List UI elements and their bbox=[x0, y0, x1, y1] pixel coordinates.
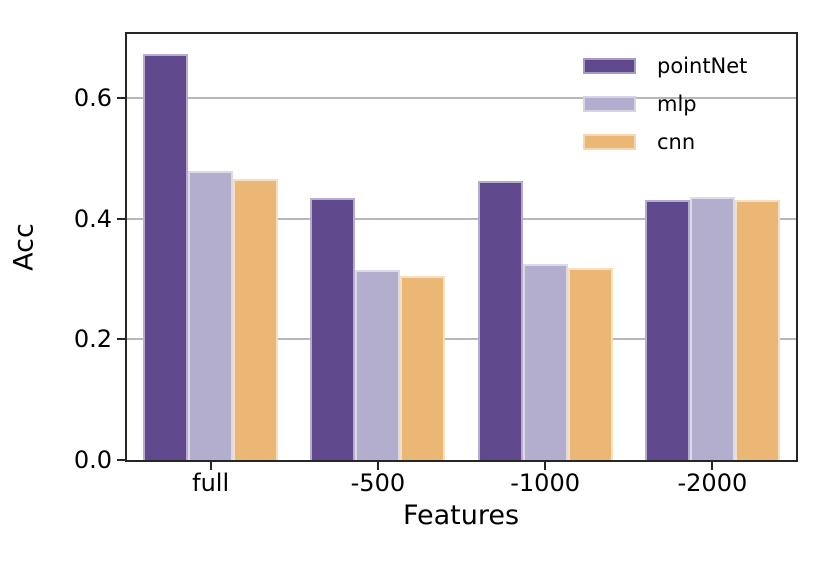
legend-swatch-cnn bbox=[583, 134, 636, 150]
x-tickmark bbox=[544, 462, 547, 470]
y-tick-label-0.2: 0.2 bbox=[73, 325, 112, 354]
legend-item-cnn: cnn bbox=[583, 123, 747, 161]
y-axis-label: Acc bbox=[8, 223, 40, 271]
y-tickmark bbox=[117, 97, 125, 100]
x-axis-label: Features bbox=[402, 500, 520, 531]
plot-area: pointNet mlp cnn bbox=[125, 32, 798, 462]
legend-item-mlp: mlp bbox=[583, 85, 747, 123]
bar-pointNet--1000 bbox=[477, 181, 523, 460]
legend-label-mlp: mlp bbox=[657, 92, 697, 116]
bar-mlp-full bbox=[188, 170, 234, 460]
gridline-y-0.4 bbox=[127, 217, 796, 220]
x-tickmark bbox=[209, 462, 212, 470]
y-tickmark bbox=[117, 217, 125, 220]
legend-swatch-pointNet bbox=[583, 58, 636, 74]
legend-label-cnn: cnn bbox=[657, 130, 696, 154]
bar-cnn--2000 bbox=[734, 199, 780, 460]
bar-mlp--1000 bbox=[522, 264, 568, 460]
bar-pointNet--500 bbox=[310, 197, 356, 460]
legend: pointNet mlp cnn bbox=[583, 47, 747, 161]
x-tick-label-full: full bbox=[192, 469, 230, 497]
legend-item-pointNet: pointNet bbox=[583, 47, 747, 85]
legend-swatch-mlp bbox=[583, 96, 636, 112]
bar-pointNet-full bbox=[143, 53, 189, 460]
y-tick-label-0.0: 0.0 bbox=[73, 446, 112, 474]
gridline-y-0.2 bbox=[127, 338, 796, 341]
bar-cnn--500 bbox=[400, 275, 446, 460]
y-tickmark bbox=[117, 338, 125, 341]
bar-cnn--1000 bbox=[567, 268, 613, 460]
bar-mlp--500 bbox=[355, 269, 401, 460]
y-tickmark bbox=[117, 459, 125, 461]
bar-cnn-full bbox=[233, 179, 279, 460]
bar-mlp--2000 bbox=[689, 197, 735, 460]
x-tick-label--500: -500 bbox=[350, 469, 406, 497]
x-tick-label--1000: -1000 bbox=[510, 469, 580, 497]
x-tickmark bbox=[376, 462, 379, 470]
bar-pointNet--2000 bbox=[644, 200, 690, 460]
x-tickmark bbox=[711, 462, 714, 470]
gridline-y-0.6 bbox=[127, 97, 796, 100]
y-tick-label-0.6: 0.6 bbox=[73, 84, 112, 113]
x-tick-label--2000: -2000 bbox=[677, 469, 748, 497]
y-tick-label-0.4: 0.4 bbox=[73, 204, 112, 233]
legend-label-pointNet: pointNet bbox=[657, 54, 748, 78]
